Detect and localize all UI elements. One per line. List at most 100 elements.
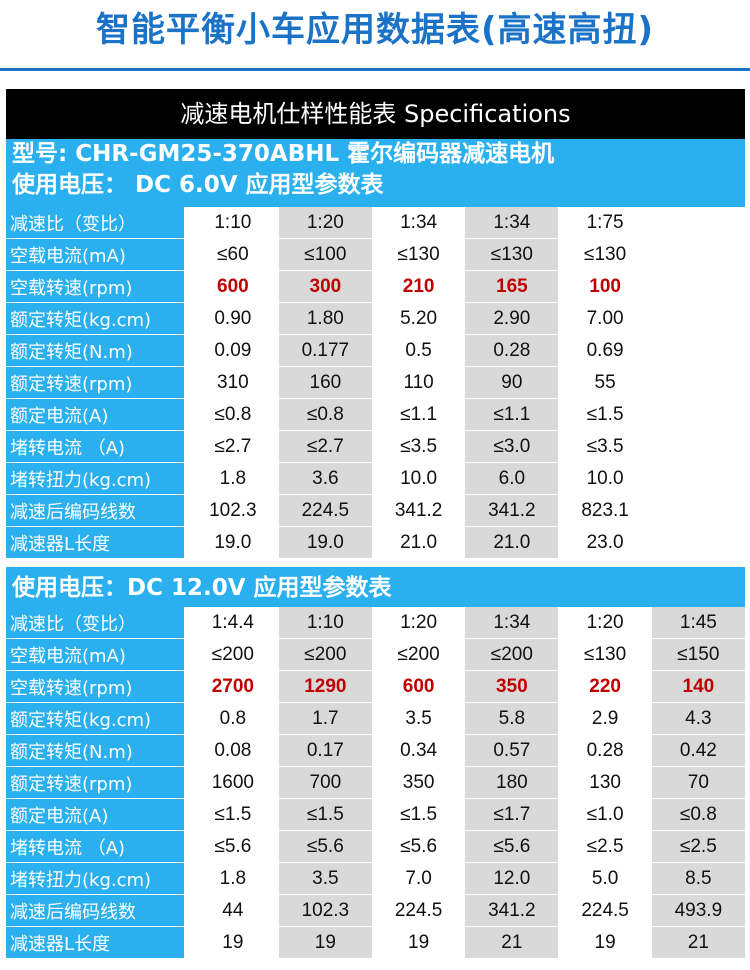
table-cell: 1:45 [651,607,745,639]
table-cell: 1.8 [185,462,279,495]
table-row: 空载转速(rpm) 600 300 210 165 100 [6,270,745,303]
table-cell: 90 [465,366,559,399]
table-cell [651,398,745,431]
table-cell: 19 [278,926,372,959]
table-cell: 0.177 [278,334,372,367]
table-cell: ≤2.7 [278,430,372,463]
table-cell: 12.0 [465,862,559,895]
table-cell: 224.5 [558,894,652,927]
table-cell: 1600 [185,766,279,799]
table-cell: 1.8 [185,862,279,895]
row-label: 额定转矩(kg.cm) [6,702,187,735]
table-cell: 140 [651,670,745,703]
table-cell: 700 [278,766,372,799]
table-cell [651,494,745,527]
title-divider [0,68,750,71]
table-row: 额定转矩(kg.cm) 0.90 1.80 5.20 2.90 7.00 [6,302,745,335]
table-cell: ≤0.8 [185,398,279,431]
table-cell: 1:34 [465,207,559,239]
table-cell: 2.90 [465,302,559,335]
table-cell: 0.28 [465,334,559,367]
table-cell [651,462,745,495]
table-cell [651,366,745,399]
table-cell: 165 [465,270,559,303]
table-cell: 1:20 [278,207,372,239]
table-cell: 19 [558,926,652,959]
row-label: 额定电流(A) [6,798,187,831]
row-label: 减速比（变比） [6,607,187,639]
table-cell: ≤1.5 [278,798,372,831]
table-cell: ≤60 [185,238,279,271]
table-cell: 224.5 [371,894,466,927]
row-label: 减速器L长度 [6,926,187,959]
table-cell: ≤5.6 [465,830,559,863]
row-label: 堵转扭力(kg.cm) [6,462,187,495]
table-cell: ≤5.6 [185,830,279,863]
section-separator [6,559,745,567]
table-cell: 19 [371,926,466,959]
table-cell: ≤1.1 [465,398,559,431]
table-cell: 6.0 [465,462,559,495]
table-cell: ≤3.5 [371,430,466,463]
table-row: 减速器L长度 19.0 19.0 21.0 21.0 23.0 [6,526,745,559]
table-cell: ≤3.0 [465,430,559,463]
table-cell: 21 [651,926,745,959]
table-cell: 21 [465,926,559,959]
table-cell: 0.57 [465,734,559,767]
table-cell: 0.08 [185,734,279,767]
row-label: 额定转矩(N.m) [6,334,187,367]
table-cell: 2700 [185,670,279,703]
table-cell: ≤1.5 [558,398,652,431]
table-cell: 2.9 [558,702,652,735]
row-label: 减速器L长度 [6,526,187,559]
table-cell: 0.34 [371,734,466,767]
row-label: 减速后编码线数 [6,494,187,527]
table-cell: 1:34 [465,607,559,639]
table-cell [651,270,745,303]
table-row: 堵转扭力(kg.cm) 1.8 3.5 7.0 12.0 5.0 8.5 [6,862,745,895]
table-cell: 1:4.4 [185,607,279,639]
table-row: 减速比（变比） 1:4.4 1:10 1:20 1:34 1:20 1:45 [6,607,745,639]
table-row: 堵转电流 （A) ≤5.6 ≤5.6 ≤5.6 ≤5.6 ≤2.5 ≤2.5 [6,830,745,863]
table-cell: 160 [278,366,372,399]
table-cell: 4.3 [651,702,745,735]
table-cell: ≤0.8 [651,798,745,831]
table-cell: 100 [558,270,652,303]
table-cell: 350 [371,766,466,799]
row-label: 额定转速(rpm) [6,366,187,399]
table-cell: 19 [185,926,279,959]
table-row: 堵转电流 （A) ≤2.7 ≤2.7 ≤3.5 ≤3.0 ≤3.5 [6,430,745,463]
table-cell: ≤130 [558,238,652,271]
table-row: 减速后编码线数 44 102.3 224.5 341.2 224.5 493.9 [6,894,745,927]
table-cell: ≤150 [651,638,745,671]
table-row: 减速后编码线数 102.3 224.5 341.2 341.2 823.1 [6,494,745,527]
table-cell: 1:20 [558,607,652,639]
table-cell: 8.5 [651,862,745,895]
table-cell: 0.90 [185,302,279,335]
table-row: 额定电流(A) ≤0.8 ≤0.8 ≤1.1 ≤1.1 ≤1.5 [6,398,745,431]
table-cell: 19.0 [185,526,279,559]
table-cell: 220 [558,670,652,703]
table-cell: 0.8 [185,702,279,735]
table-row: 空载转速(rpm) 2700 1290 600 350 220 140 [6,670,745,703]
table-cell: 110 [371,366,466,399]
table-cell: ≤1.5 [185,798,279,831]
table-cell: 7.00 [558,302,652,335]
row-label: 额定电流(A) [6,398,187,431]
table-cell: ≤100 [278,238,372,271]
table-cell: 0.09 [185,334,279,367]
table-cell: 7.0 [371,862,466,895]
table-cell: 0.5 [371,334,466,367]
table-cell: 300 [278,270,372,303]
table-cell: ≤2.7 [185,430,279,463]
table-cell [651,207,745,239]
table-cell: ≤0.8 [278,398,372,431]
table-cell: ≤130 [371,238,466,271]
table-cell: 350 [465,670,559,703]
table-cell: 44 [185,894,279,927]
row-label: 空载电流(mA) [6,638,187,671]
table-row: 空载电流(mA) ≤200 ≤200 ≤200 ≤200 ≤130 ≤150 [6,638,745,671]
table-cell: ≤200 [465,638,559,671]
table-cell: 1:75 [558,207,652,239]
table-cell: 1.80 [278,302,372,335]
